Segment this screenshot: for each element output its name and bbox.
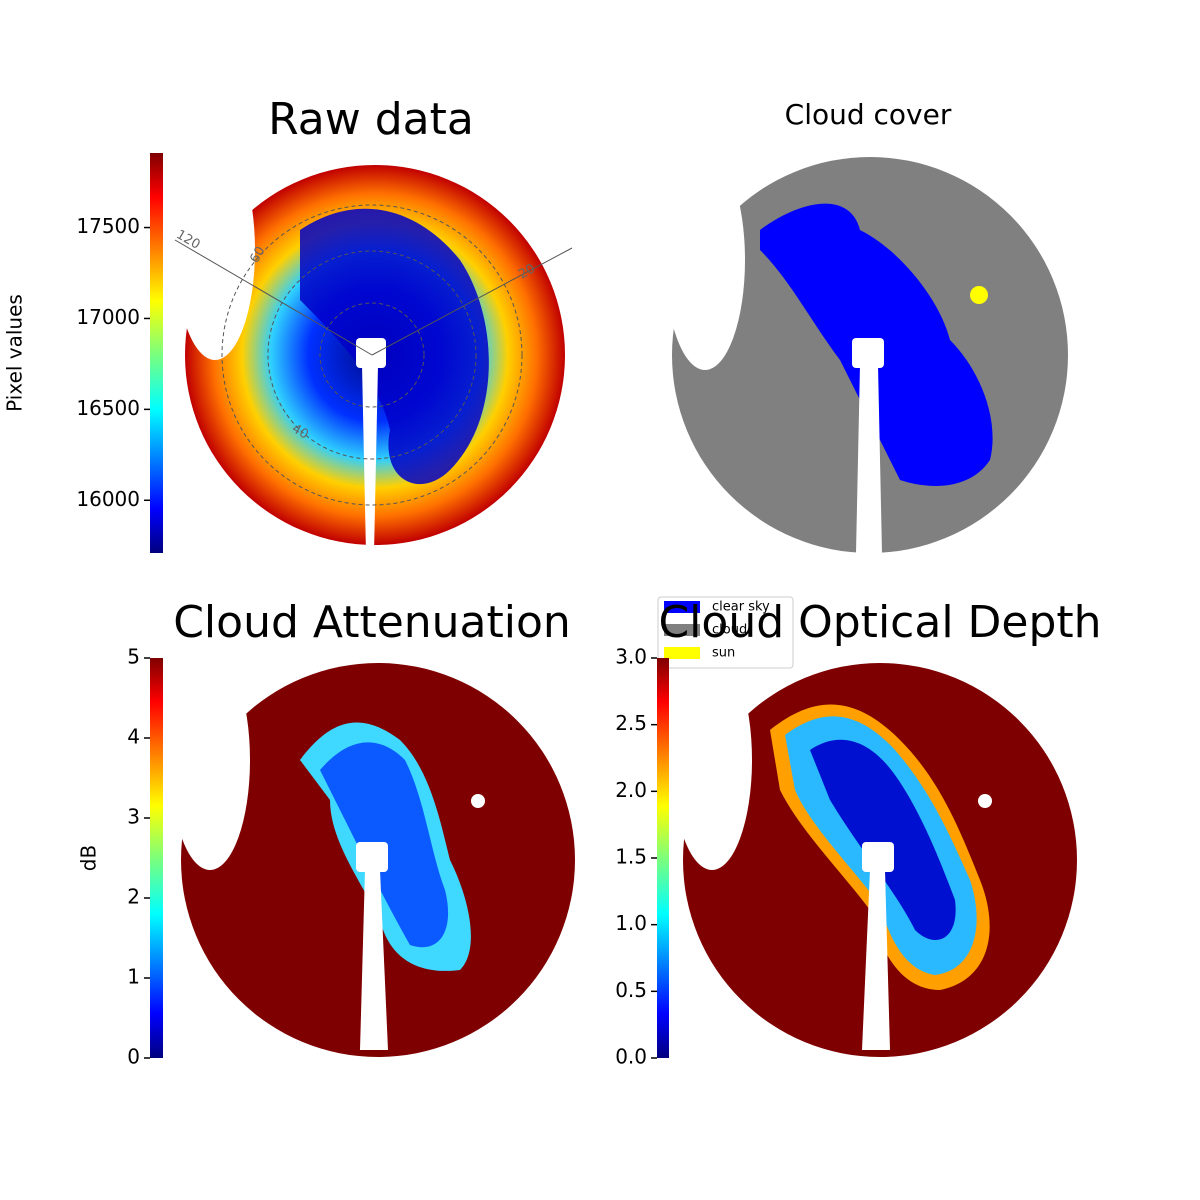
y-tick-label: 17500 (76, 214, 140, 238)
y-tick-label: 0.0 (615, 1045, 647, 1069)
y-axis-label: dB (77, 845, 101, 871)
chart-title: Cloud Attenuation (173, 597, 571, 648)
chart-title: Cloud cover (785, 98, 952, 131)
optical-depth-image (672, 650, 1077, 1057)
y-axis-label: Pixel values (3, 294, 27, 412)
attenuation-image (170, 650, 575, 1057)
colorbar (150, 658, 163, 1058)
cloud-cover-image (665, 150, 1068, 553)
y-tick-label: 2.5 (615, 711, 647, 735)
y-tick-label: 16500 (76, 396, 140, 420)
chart-title: Cloud Optical Depth (658, 597, 1101, 648)
polar-label: 60 (247, 244, 268, 266)
polar-label: 40 (289, 421, 311, 442)
polar-label: 20 (516, 261, 538, 282)
y-tick-label: 16000 (76, 487, 140, 511)
y-tick-label: 3 (127, 805, 140, 829)
legend-swatch (664, 647, 700, 659)
y-tick-label: 2 (127, 885, 140, 909)
y-tick-label: 17000 (76, 305, 140, 329)
y-tick-label: 0.5 (615, 978, 647, 1002)
y-tick-label: 1 (127, 965, 140, 989)
colorbar (657, 658, 669, 1058)
y-tick-label: 1.5 (615, 845, 647, 869)
raw-image (174, 140, 573, 553)
chart-title: Raw data (268, 94, 474, 145)
y-tick-label: 5 (127, 645, 140, 669)
legend-label: cloud (712, 623, 747, 638)
legend-label: sun (712, 646, 735, 661)
colorbar (150, 153, 163, 553)
y-tick-label: 2.0 (615, 778, 647, 802)
y-tick-label: 1.0 (615, 911, 647, 935)
legend-label: clear sky (712, 600, 770, 615)
legend-swatch (664, 601, 700, 613)
y-tick-label: 3.0 (615, 645, 647, 669)
y-tick-label: 0 (127, 1045, 140, 1069)
legend-swatch (664, 624, 700, 636)
y-tick-label: 4 (127, 725, 140, 749)
